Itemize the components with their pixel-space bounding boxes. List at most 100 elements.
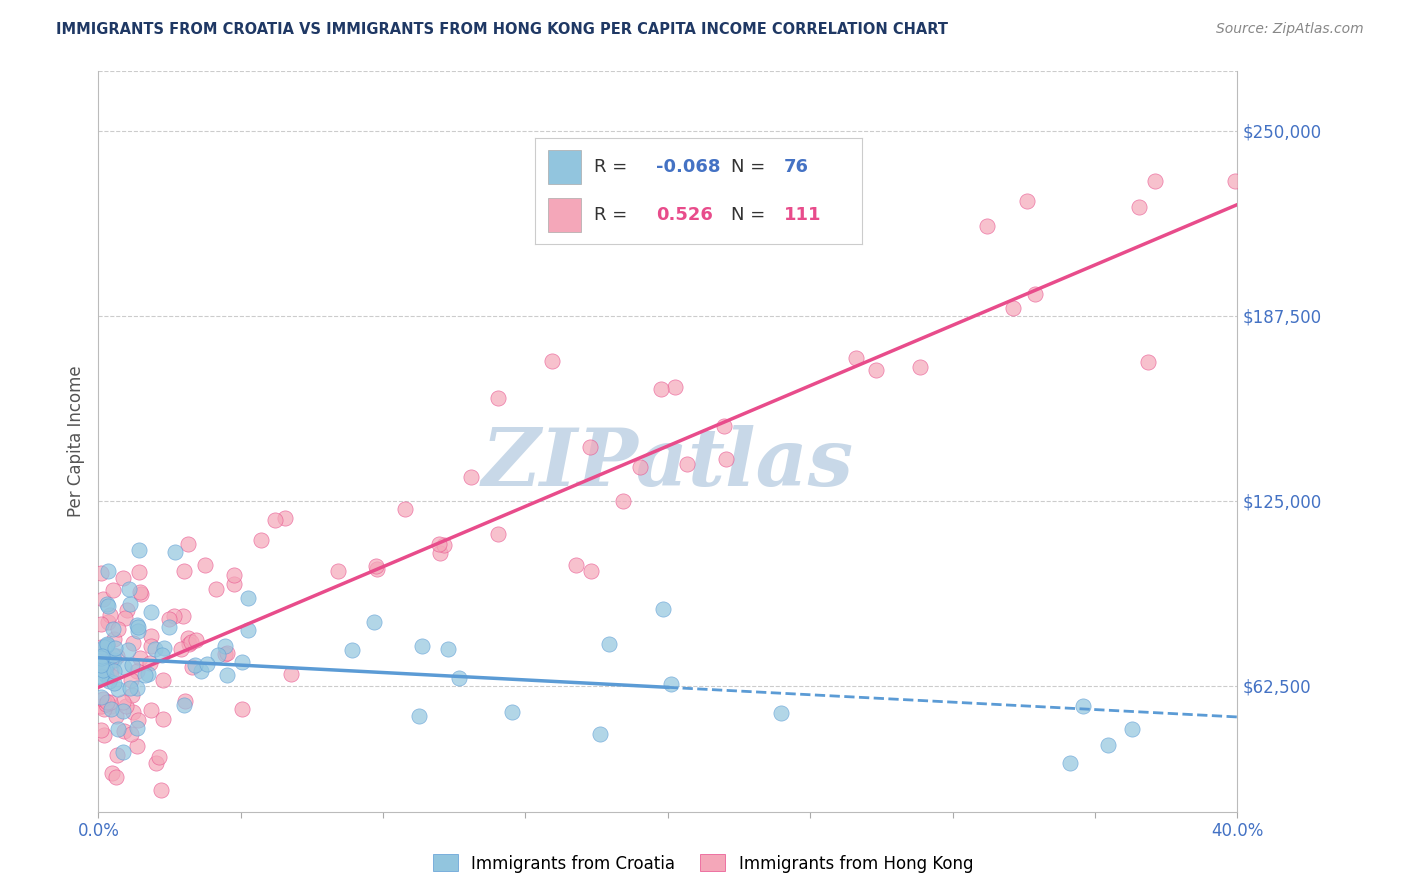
Point xyxy=(713,418,735,433)
Point xyxy=(1059,756,1081,771)
Point xyxy=(96,597,118,611)
Point xyxy=(1121,723,1143,737)
Point xyxy=(411,640,433,654)
Point xyxy=(340,643,363,657)
Point xyxy=(180,660,202,674)
Point xyxy=(105,747,128,762)
Point xyxy=(103,582,125,597)
Point xyxy=(101,622,124,636)
Point xyxy=(195,657,218,672)
Text: -0.068: -0.068 xyxy=(657,158,721,176)
Point xyxy=(236,591,259,606)
Point xyxy=(121,658,143,673)
Point xyxy=(107,622,129,636)
Point xyxy=(366,559,388,574)
Text: R =: R = xyxy=(595,205,633,224)
Point xyxy=(236,623,259,637)
Point xyxy=(1001,301,1024,315)
Text: 76: 76 xyxy=(783,158,808,176)
Point xyxy=(125,664,148,678)
Point xyxy=(264,512,287,526)
Point xyxy=(103,664,125,678)
Point xyxy=(111,571,134,585)
Point xyxy=(540,353,562,368)
Point xyxy=(125,681,148,696)
Text: 0.526: 0.526 xyxy=(657,205,713,224)
Point xyxy=(1225,174,1247,188)
Point xyxy=(120,727,142,741)
Point xyxy=(134,668,156,682)
Point xyxy=(103,676,125,690)
Point xyxy=(118,582,141,596)
Point xyxy=(90,566,112,581)
Point xyxy=(114,699,136,714)
Point xyxy=(429,546,451,560)
Point xyxy=(172,609,194,624)
Point xyxy=(143,641,166,656)
Point xyxy=(118,681,141,695)
Point xyxy=(157,612,180,626)
Point xyxy=(114,611,136,625)
Point xyxy=(96,640,118,654)
Point xyxy=(1143,174,1166,188)
Point xyxy=(177,631,200,645)
Point xyxy=(280,667,302,681)
Point xyxy=(447,671,470,685)
Point xyxy=(183,658,205,673)
Point xyxy=(231,702,253,716)
Point xyxy=(105,770,128,784)
Point xyxy=(120,673,142,687)
Point xyxy=(94,662,117,676)
Point xyxy=(139,640,162,654)
Point xyxy=(501,705,523,719)
Point xyxy=(177,637,200,651)
Point xyxy=(98,608,121,623)
Point xyxy=(1128,200,1150,214)
Point xyxy=(184,632,207,647)
Point xyxy=(105,648,128,663)
Point xyxy=(152,712,174,726)
Point xyxy=(207,648,229,662)
Point xyxy=(111,695,134,709)
Point xyxy=(117,643,139,657)
Point xyxy=(433,537,456,551)
Point xyxy=(578,441,600,455)
Point xyxy=(153,641,176,656)
Point xyxy=(163,545,186,559)
Point xyxy=(96,657,118,672)
Point xyxy=(231,655,253,669)
Point xyxy=(107,681,129,696)
Point xyxy=(163,609,186,624)
Point xyxy=(96,697,118,711)
Point xyxy=(675,457,697,471)
Point xyxy=(150,648,173,662)
Point xyxy=(170,641,193,656)
Point xyxy=(650,383,672,397)
Point xyxy=(139,605,162,619)
Point xyxy=(716,451,738,466)
Point xyxy=(769,706,792,721)
Point xyxy=(664,380,686,394)
Point xyxy=(136,667,159,681)
Point xyxy=(1024,287,1046,301)
Point xyxy=(150,783,173,797)
Point xyxy=(90,698,112,713)
Point xyxy=(152,673,174,687)
Point xyxy=(117,603,139,617)
Point xyxy=(408,709,430,723)
Point xyxy=(628,460,651,475)
Text: R =: R = xyxy=(595,158,633,176)
Point xyxy=(107,723,129,737)
Point xyxy=(579,564,602,578)
Point xyxy=(908,359,931,374)
Point xyxy=(90,650,112,665)
Point xyxy=(845,351,868,365)
Point xyxy=(222,568,245,582)
Point xyxy=(96,637,118,651)
Point xyxy=(127,618,149,632)
Point xyxy=(100,699,122,714)
Point xyxy=(214,647,236,661)
Point xyxy=(111,745,134,759)
Bar xyxy=(548,150,581,184)
Legend: Immigrants from Croatia, Immigrants from Hong Kong: Immigrants from Croatia, Immigrants from… xyxy=(426,847,980,880)
